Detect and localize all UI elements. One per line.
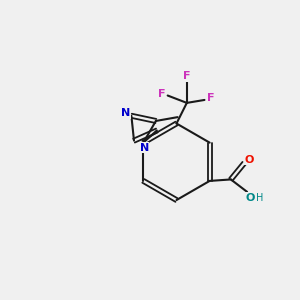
Text: N: N bbox=[140, 143, 149, 153]
Text: N: N bbox=[122, 108, 131, 118]
Text: O: O bbox=[246, 193, 255, 203]
Text: F: F bbox=[158, 89, 166, 99]
Text: F: F bbox=[183, 71, 190, 81]
Text: H: H bbox=[256, 193, 263, 203]
Text: F: F bbox=[207, 94, 215, 103]
Text: O: O bbox=[245, 155, 254, 165]
